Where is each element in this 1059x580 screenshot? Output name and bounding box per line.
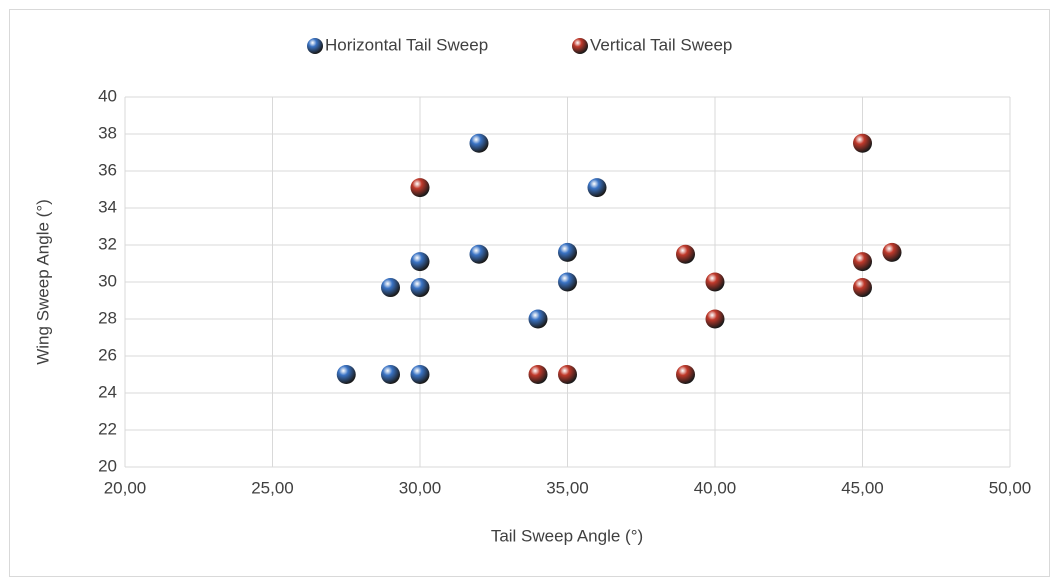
point [410,365,430,384]
x-tick-label: 50,00 [989,478,1032,497]
point [336,365,356,384]
y-tick-label: 26 [98,345,117,364]
legend-label: Vertical Tail Sweep [590,35,732,54]
legend-label: Horizontal Tail Sweep [325,35,488,54]
point [853,133,872,153]
point [381,365,400,384]
point [410,278,430,298]
y-axis-label: Wing Sweep Angle (°) [33,199,52,365]
y-tick-label: 38 [98,123,117,142]
point [528,365,548,384]
y-tick-label: 32 [98,234,117,253]
y-tick-label: 24 [98,382,117,401]
point [469,133,489,153]
y-tick-label: 36 [98,160,117,179]
point [676,244,695,264]
y-tick-label: 30 [98,271,117,290]
point [528,309,548,329]
point [410,178,430,198]
point [410,252,430,272]
y-tick-label: 28 [98,308,117,327]
y-tick-label: 22 [98,419,117,438]
x-tick-label: 30,00 [399,478,442,497]
point [558,365,577,384]
point [882,242,902,262]
x-axis-label: Tail Sweep Angle (°) [491,526,643,545]
point [587,178,607,198]
point [705,309,725,329]
y-tick-label: 34 [98,197,117,216]
y-tick-label: 40 [98,86,117,105]
y-tick-label: 20 [98,456,117,475]
x-tick-label: 45,00 [841,478,884,497]
legend-marker [307,38,323,54]
point [558,272,577,292]
point [381,278,400,298]
x-tick-label: 35,00 [546,478,589,497]
point [705,272,725,292]
point [676,365,695,384]
chart-border [9,9,1050,577]
point [558,242,577,262]
x-tick-label: 20,00 [104,478,147,497]
point [853,278,872,298]
point [469,244,489,264]
x-tick-label: 25,00 [251,478,294,497]
x-tick-label: 40,00 [694,478,737,497]
point [853,252,872,272]
legend-marker [572,38,588,54]
